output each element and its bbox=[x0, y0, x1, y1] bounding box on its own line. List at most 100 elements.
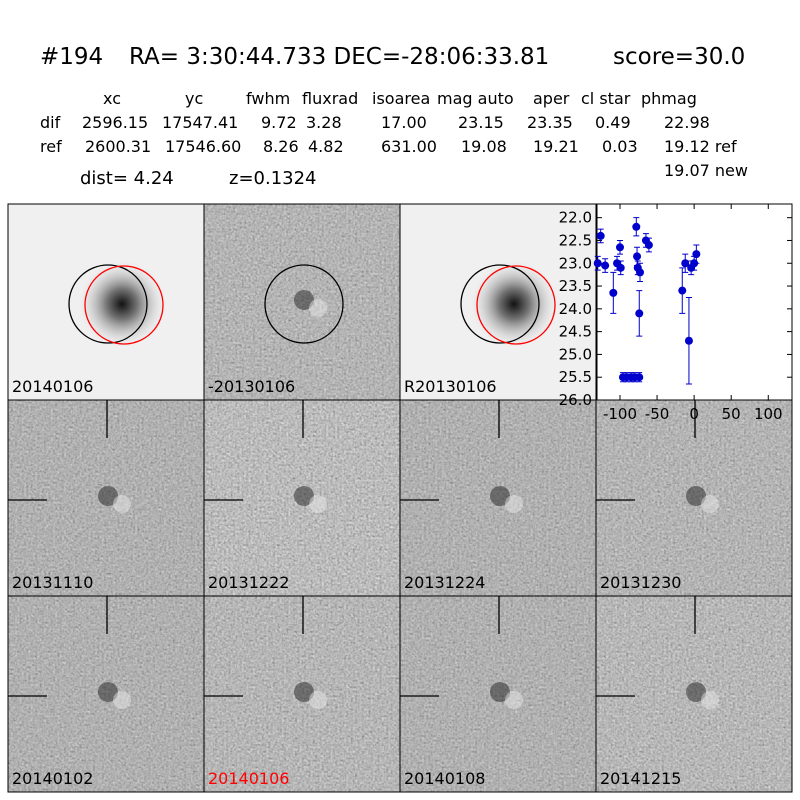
column-header: isoarea bbox=[372, 89, 430, 108]
aperture-circle bbox=[68, 264, 148, 344]
source-bright bbox=[309, 691, 327, 709]
candidate-id: #194 bbox=[40, 44, 103, 70]
row-label: dif bbox=[40, 113, 61, 132]
y-tick-label: 24.5 bbox=[559, 323, 592, 341]
data-point bbox=[596, 231, 605, 240]
data-point bbox=[615, 243, 624, 252]
table-cell: 23.15 bbox=[458, 113, 504, 132]
data-point bbox=[616, 263, 625, 272]
coordinates: RA= 3:30:44.733 DEC=-28:06:33.81 bbox=[129, 44, 549, 70]
panel-label: 20131222 bbox=[208, 573, 289, 592]
score: score=30.0 bbox=[613, 44, 745, 70]
source-bright bbox=[505, 691, 523, 709]
source-dark bbox=[490, 682, 510, 702]
table-cell: 17.00 bbox=[381, 113, 427, 132]
data-point bbox=[609, 288, 618, 297]
table-cell: 19.21 bbox=[533, 137, 579, 156]
data-point bbox=[678, 286, 687, 295]
image-panel: 20131230 bbox=[595, 399, 793, 597]
table-cell: 8.26 bbox=[263, 137, 299, 156]
data-point bbox=[601, 261, 610, 270]
image-panel: 20141215 bbox=[595, 595, 793, 793]
y-tick-label: 23.0 bbox=[559, 254, 592, 272]
source-bright bbox=[701, 691, 719, 709]
dist: dist= 4.24 bbox=[80, 168, 174, 189]
table-cell: 19.12 ref bbox=[664, 137, 737, 156]
panel-label: 20140106 bbox=[208, 769, 289, 788]
x-tick-label: 50 bbox=[722, 405, 741, 423]
x-tick-label: 100 bbox=[754, 405, 783, 423]
data-point bbox=[692, 250, 701, 259]
source-blob bbox=[77, 259, 167, 349]
source-dark bbox=[294, 486, 314, 506]
column-header: mag auto bbox=[437, 89, 514, 108]
data-point bbox=[633, 252, 642, 261]
aperture-circle-red bbox=[476, 265, 556, 345]
table-cell: 9.72 bbox=[261, 113, 297, 132]
data-point bbox=[635, 309, 644, 318]
column-header: fluxrad bbox=[302, 89, 358, 108]
redshift: z=0.1324 bbox=[229, 168, 317, 189]
source-bright bbox=[505, 495, 523, 513]
source-blob bbox=[469, 259, 559, 349]
image-panel: 20140106 bbox=[7, 203, 205, 401]
table-cell: 22.98 bbox=[664, 113, 710, 132]
image-panel: 20131110 bbox=[7, 399, 205, 597]
source-bright bbox=[309, 299, 327, 317]
table-cell: 2596.15 bbox=[82, 113, 148, 132]
y-tick-label: 25.0 bbox=[559, 345, 592, 363]
data-point bbox=[684, 336, 693, 345]
column-header: yc bbox=[185, 89, 203, 108]
chart-background bbox=[596, 203, 793, 401]
panel-label: 20131110 bbox=[12, 573, 93, 592]
x-tick-label: 0 bbox=[689, 405, 699, 423]
column-header: xc bbox=[103, 89, 121, 108]
table-cell: 0.03 bbox=[602, 137, 638, 156]
image-panel: 20140108 bbox=[399, 595, 597, 793]
source-dark bbox=[294, 290, 314, 310]
data-point bbox=[632, 222, 641, 231]
table-cell: 23.35 bbox=[527, 113, 573, 132]
source-dark bbox=[490, 486, 510, 506]
column-header: aper bbox=[533, 89, 570, 108]
source-dark bbox=[686, 682, 706, 702]
table-cell: 17547.41 bbox=[162, 113, 238, 132]
column-header: fwhm bbox=[246, 89, 290, 108]
y-tick-label: 22.0 bbox=[559, 209, 592, 227]
data-point bbox=[681, 259, 690, 268]
image-panel: R20130106 bbox=[399, 203, 597, 401]
aperture-circle bbox=[460, 264, 540, 344]
table-cell: 19.08 bbox=[461, 137, 507, 156]
y-tick-label: 23.5 bbox=[559, 277, 592, 295]
source-bright bbox=[113, 495, 131, 513]
panel-label: 20140108 bbox=[404, 769, 485, 788]
source-bright bbox=[309, 495, 327, 513]
data-point bbox=[593, 259, 602, 268]
image-panel: 20140106 bbox=[203, 595, 401, 793]
y-tick-label: 22.5 bbox=[559, 231, 592, 249]
panel-label: 20131230 bbox=[600, 573, 681, 592]
y-tick-label: 26.0 bbox=[559, 391, 592, 409]
table-cell: 4.82 bbox=[308, 137, 344, 156]
source-dark bbox=[98, 486, 118, 506]
phmag-new: 19.07 new bbox=[664, 161, 748, 180]
source-dark bbox=[98, 682, 118, 702]
panel-frame bbox=[595, 595, 793, 793]
data-point bbox=[636, 268, 645, 277]
source-dark bbox=[686, 486, 706, 506]
y-tick-label: 24.0 bbox=[559, 300, 592, 318]
x-tick-label: -100 bbox=[603, 405, 637, 423]
table-cell: 3.28 bbox=[306, 113, 342, 132]
column-header: cl star bbox=[581, 89, 631, 108]
data-point bbox=[644, 241, 653, 250]
column-header: phmag bbox=[641, 89, 697, 108]
source-bright bbox=[113, 691, 131, 709]
image-panel: 20131222 bbox=[203, 399, 401, 597]
panel-label: 20140102 bbox=[12, 769, 93, 788]
table-cell: 631.00 bbox=[381, 137, 437, 156]
panel-label: -20130106 bbox=[208, 377, 295, 396]
panel-label: R20130106 bbox=[404, 377, 497, 396]
source-bright bbox=[701, 495, 719, 513]
